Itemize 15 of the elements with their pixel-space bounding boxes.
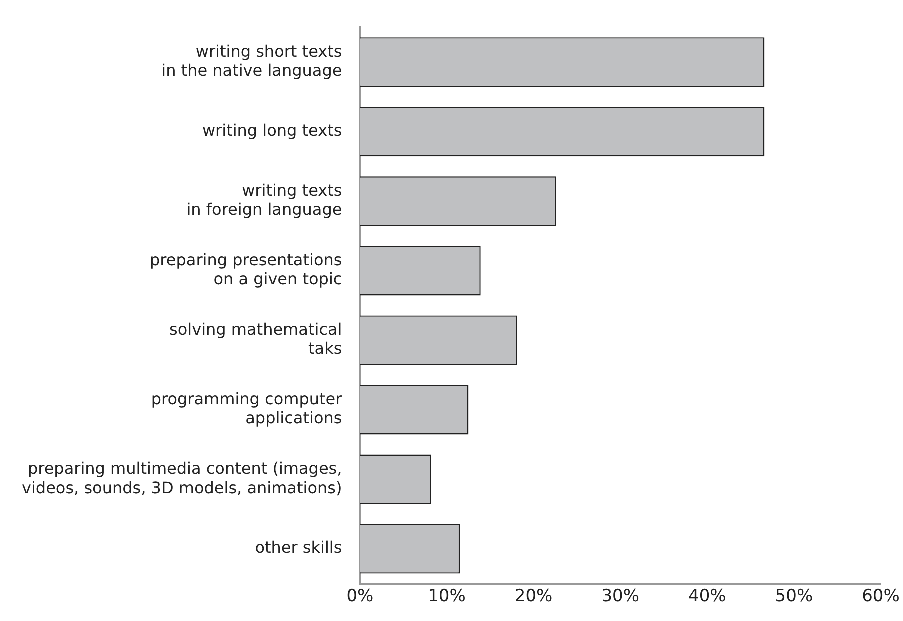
x-tick-label: 40%	[688, 586, 726, 606]
x-tick-label: 50%	[775, 586, 814, 606]
y-tick-label: other skills	[255, 538, 342, 558]
y-tick-label: preparing presentations on a given topic	[150, 250, 342, 289]
x-tick-label: 20%	[514, 586, 553, 606]
x-tick-label: 30%	[602, 586, 640, 606]
y-tick-label: solving mathematical taks	[170, 320, 342, 358]
x-tick-label: 0%	[346, 586, 374, 606]
y-tick-label: programming computer applications	[151, 390, 343, 428]
x-tick-label: 10%	[428, 586, 466, 606]
y-tick-label: writing texts in foreign language	[186, 180, 342, 220]
y-tick-label: writing long texts	[202, 121, 342, 140]
x-tick-label: 60%	[862, 586, 900, 606]
y-tick-label: writing short texts in the native language	[162, 42, 342, 80]
y-tick-label: preparing multimedia content (images, videos, sounds, 3D models, animations)	[22, 459, 342, 498]
